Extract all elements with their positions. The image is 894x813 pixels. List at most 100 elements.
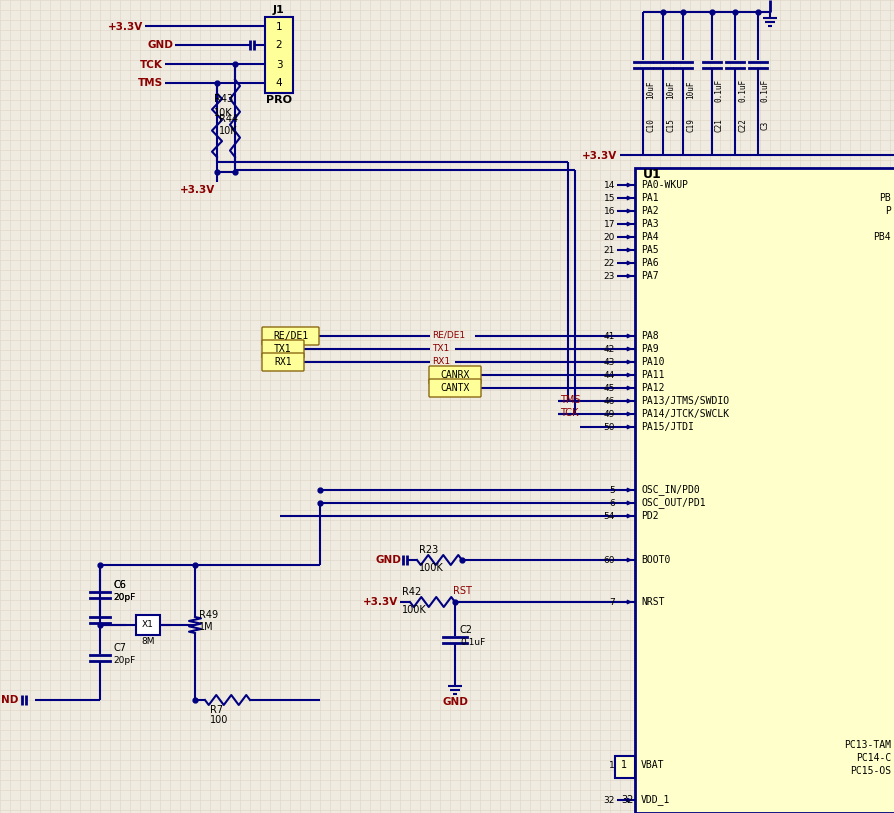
Text: P: P — [885, 206, 891, 216]
Text: PA8: PA8 — [641, 331, 659, 341]
Text: RST: RST — [453, 586, 472, 596]
Text: PA3: PA3 — [641, 219, 659, 229]
Text: R49: R49 — [199, 610, 218, 620]
Text: RX1: RX1 — [274, 357, 291, 367]
Text: 20pF: 20pF — [113, 593, 135, 602]
Text: 6: 6 — [609, 498, 615, 507]
Text: BOOT0: BOOT0 — [641, 555, 670, 565]
Text: +3.3V: +3.3V — [363, 597, 398, 607]
Text: PC13-TAM: PC13-TAM — [844, 740, 891, 750]
Text: RE/DE1: RE/DE1 — [432, 331, 465, 340]
FancyBboxPatch shape — [262, 353, 304, 371]
Text: R23: R23 — [419, 545, 438, 555]
Text: TCK: TCK — [140, 59, 163, 69]
Text: 20: 20 — [603, 233, 615, 241]
Text: 21: 21 — [603, 246, 615, 254]
Text: PA13/JTMS/SWDIO: PA13/JTMS/SWDIO — [641, 396, 730, 406]
Text: 41: 41 — [603, 332, 615, 341]
Text: VBAT: VBAT — [641, 760, 664, 770]
Text: 5: 5 — [609, 485, 615, 494]
Text: CANTX: CANTX — [441, 383, 469, 393]
Text: C7: C7 — [113, 643, 126, 653]
Text: 44: 44 — [603, 371, 615, 380]
Text: PA15/JTDI: PA15/JTDI — [641, 422, 694, 432]
Text: PA5: PA5 — [641, 245, 659, 255]
Text: 4: 4 — [275, 79, 283, 89]
Text: 0.1uF: 0.1uF — [715, 78, 724, 102]
Text: TX1: TX1 — [274, 344, 291, 354]
Text: GND: GND — [442, 697, 468, 707]
Text: PB: PB — [880, 193, 891, 203]
Text: PA7: PA7 — [641, 271, 659, 281]
Text: GND: GND — [148, 41, 173, 50]
Bar — [265, 17, 293, 93]
Text: 42: 42 — [603, 345, 615, 354]
Text: RE/DE1: RE/DE1 — [273, 331, 308, 341]
Text: 0.1uF: 0.1uF — [460, 637, 485, 646]
Text: PC15-OS: PC15-OS — [850, 766, 891, 776]
Text: PA14/JTCK/SWCLK: PA14/JTCK/SWCLK — [641, 409, 730, 419]
Text: 22: 22 — [603, 259, 615, 267]
Text: R44: R44 — [219, 114, 238, 124]
Text: 100K: 100K — [402, 605, 426, 615]
Text: R7: R7 — [210, 705, 224, 715]
Text: C15: C15 — [666, 118, 675, 132]
Text: R42: R42 — [402, 587, 421, 597]
Text: 49: 49 — [603, 410, 615, 419]
Text: C6: C6 — [113, 580, 126, 590]
Text: PD2: PD2 — [641, 511, 659, 521]
Text: 10K: 10K — [219, 127, 238, 137]
Text: +3.3V: +3.3V — [582, 151, 617, 161]
Text: X1: X1 — [142, 620, 154, 628]
Text: PA11: PA11 — [641, 370, 664, 380]
Text: 32: 32 — [603, 795, 615, 805]
Text: CANRX: CANRX — [441, 370, 469, 380]
Text: GND: GND — [375, 555, 401, 565]
Text: PB4: PB4 — [873, 232, 891, 242]
Text: 8M: 8M — [141, 637, 155, 646]
Text: 100: 100 — [210, 715, 228, 725]
Text: 3: 3 — [275, 59, 283, 69]
Text: 0.1uF: 0.1uF — [738, 78, 747, 102]
FancyBboxPatch shape — [262, 327, 319, 345]
Text: 7: 7 — [609, 598, 615, 606]
Text: ND: ND — [1, 695, 18, 705]
Text: J1: J1 — [274, 5, 285, 15]
Text: 54: 54 — [603, 511, 615, 520]
Text: 20pF: 20pF — [113, 655, 135, 664]
Text: 20pF: 20pF — [113, 593, 135, 602]
Bar — [615, 756, 635, 778]
Text: 10uF: 10uF — [686, 80, 695, 99]
Text: C21: C21 — [715, 118, 724, 132]
Bar — [635, 168, 894, 813]
Text: 43: 43 — [603, 358, 615, 367]
Text: 23: 23 — [603, 272, 615, 280]
Text: PA4: PA4 — [641, 232, 659, 242]
Text: PA2: PA2 — [641, 206, 659, 216]
Text: TCK: TCK — [560, 408, 578, 418]
Text: 15: 15 — [603, 193, 615, 202]
Text: 1M: 1M — [199, 622, 214, 632]
Text: 1: 1 — [609, 760, 615, 769]
Bar — [136, 615, 160, 635]
Text: +3.3V: +3.3V — [108, 21, 143, 32]
Text: 45: 45 — [603, 384, 615, 393]
Text: C10: C10 — [646, 118, 655, 132]
FancyBboxPatch shape — [429, 366, 481, 384]
Text: R43: R43 — [214, 94, 233, 105]
Text: TX1: TX1 — [432, 344, 450, 353]
Text: 2: 2 — [275, 41, 283, 50]
Text: +3.3V: +3.3V — [180, 185, 215, 195]
Text: 14: 14 — [603, 180, 615, 189]
Text: TMS: TMS — [560, 395, 580, 405]
Text: VDD_1: VDD_1 — [641, 794, 670, 806]
Text: 16: 16 — [603, 207, 615, 215]
Text: 17: 17 — [603, 220, 615, 228]
FancyBboxPatch shape — [429, 379, 481, 397]
Text: 10K: 10K — [215, 107, 233, 118]
Text: 10uF: 10uF — [646, 80, 655, 99]
Text: C6: C6 — [113, 580, 126, 590]
Text: PRO: PRO — [266, 95, 292, 105]
FancyBboxPatch shape — [262, 340, 304, 358]
Text: PA9: PA9 — [641, 344, 659, 354]
